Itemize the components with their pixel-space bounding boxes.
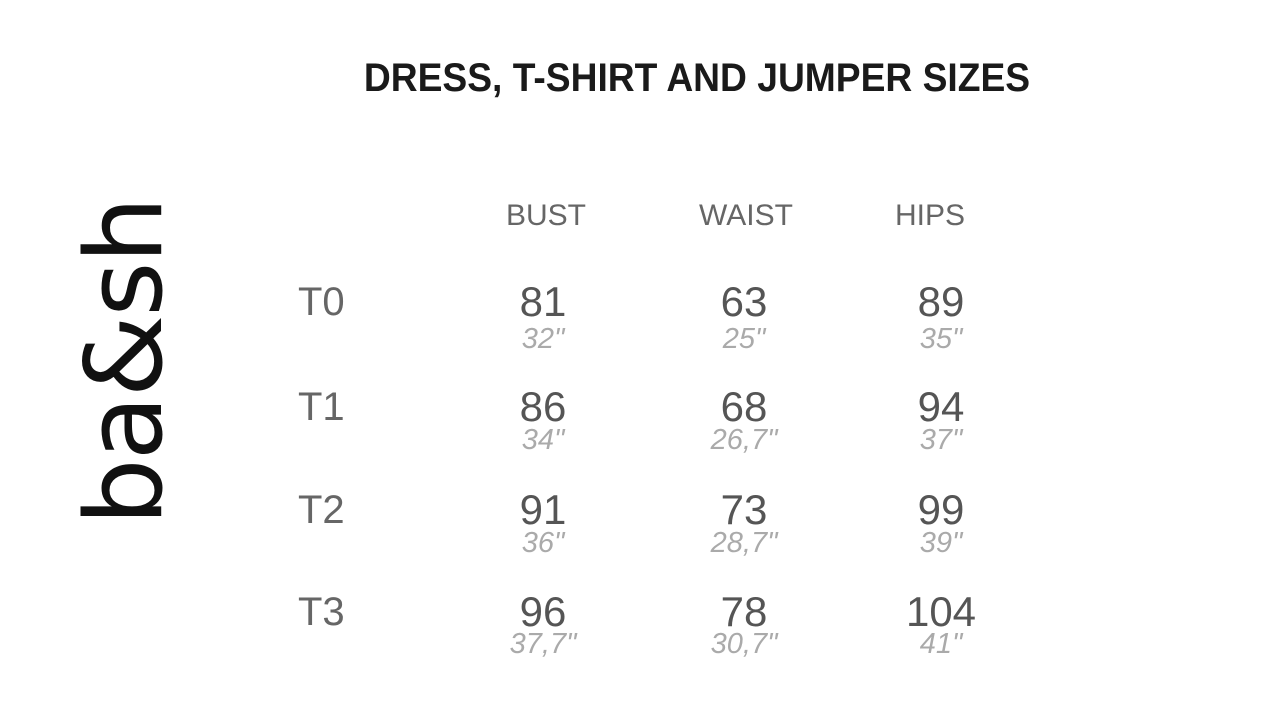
hips-cm-value: 104 <box>905 588 977 635</box>
bust-inch-value: 34" <box>521 424 565 456</box>
bust-inch-value: 36" <box>521 527 565 559</box>
column-header-waist: WAIST <box>699 199 793 232</box>
size-label: T2 <box>298 488 345 532</box>
size-label: T3 <box>298 590 345 634</box>
waist-cm-value: 68 <box>720 383 768 430</box>
hips-inch-value: 39" <box>919 527 963 559</box>
waist-inch-value: 26,7" <box>710 424 778 456</box>
size-label: T1 <box>298 385 345 429</box>
waist-inch-value: 25" <box>722 323 766 355</box>
hips-inch-value: 41" <box>919 628 963 660</box>
hips-cm-value: 99 <box>917 486 965 533</box>
waist-inch-value: 30,7" <box>710 628 778 660</box>
waist-cm-value: 73 <box>720 486 768 533</box>
hips-cm-value: 89 <box>917 278 965 325</box>
hips-inch-value: 37" <box>919 424 963 456</box>
bust-inch-value: 37,7" <box>509 628 577 660</box>
hips-inch-value: 35" <box>919 323 963 355</box>
bust-inch-value: 32" <box>521 323 565 355</box>
waist-cm-value: 63 <box>720 278 768 325</box>
waist-inch-value: 28,7" <box>710 527 778 559</box>
bust-cm-value: 86 <box>519 383 567 430</box>
column-header-hips: HIPS <box>894 199 966 232</box>
size-label: T0 <box>298 280 345 324</box>
waist-cm-value: 78 <box>720 588 768 635</box>
column-header-bust: BUST <box>505 199 587 232</box>
bust-cm-value: 91 <box>519 486 567 533</box>
bust-cm-value: 81 <box>519 278 567 325</box>
brand-logo: ba&sh <box>63 198 186 526</box>
page-title: DRESS, T-SHIRT AND JUMPER SIZES <box>363 56 1031 100</box>
bust-cm-value: 96 <box>519 588 567 635</box>
hips-cm-value: 94 <box>917 383 965 430</box>
